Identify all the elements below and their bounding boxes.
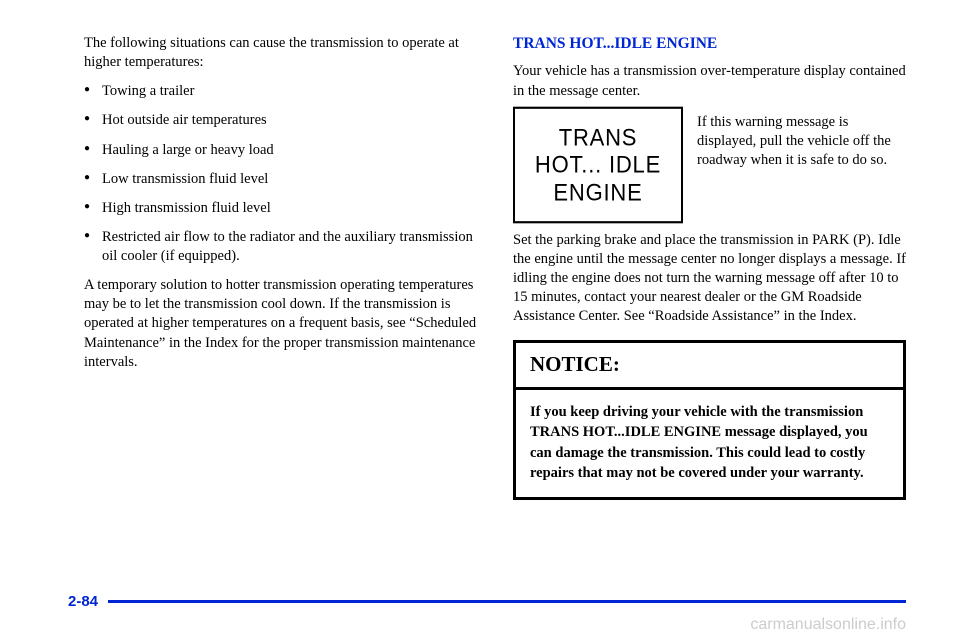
page-columns: The following situations can cause the t… (84, 34, 906, 500)
warning-row: TRANS HOT... IDLE ENGINE If this warning… (513, 111, 906, 219)
watermark: carmanualsonline.info (750, 616, 906, 634)
left-closing: A temporary solution to hotter transmiss… (84, 276, 477, 372)
right-column: TRANS HOT...IDLE ENGINE Your vehicle has… (513, 34, 906, 500)
right-intro: Your vehicle has a transmission over‑tem… (513, 62, 906, 100)
warning-line-2: HOT... IDLE (535, 151, 661, 178)
section-heading: TRANS HOT...IDLE ENGINE (513, 34, 906, 54)
list-item: Towing a trailer (84, 82, 477, 101)
list-item: Hot outside air temperatures (84, 111, 477, 130)
right-body: Set the parking brake and place the tran… (513, 231, 906, 327)
list-item: Low transmission fluid level (84, 170, 477, 189)
left-column: The following situations can cause the t… (84, 34, 477, 500)
warning-line-3: ENGINE (553, 178, 642, 205)
left-bullet-list: Towing a trailer Hot outside air tempera… (84, 82, 477, 266)
list-item: Restricted air flow to the radiator and … (84, 228, 477, 266)
footer-rule (108, 600, 906, 603)
left-intro: The following situations can cause the t… (84, 34, 477, 72)
notice-body: If you keep driving your vehicle with th… (516, 390, 903, 497)
warning-side-text: If this warning message is displayed, pu… (697, 111, 906, 219)
notice-box: NOTICE: If you keep driving your vehicle… (513, 340, 906, 500)
notice-label: NOTICE: (516, 343, 903, 390)
page-footer: 2-84 (68, 593, 906, 610)
warning-line-1: TRANS (559, 124, 638, 151)
list-item: Hauling a large or heavy load (84, 141, 477, 160)
list-item: High transmission fluid level (84, 199, 477, 218)
page-number: 2-84 (68, 593, 98, 610)
warning-display-box: TRANS HOT... IDLE ENGINE (513, 106, 683, 223)
